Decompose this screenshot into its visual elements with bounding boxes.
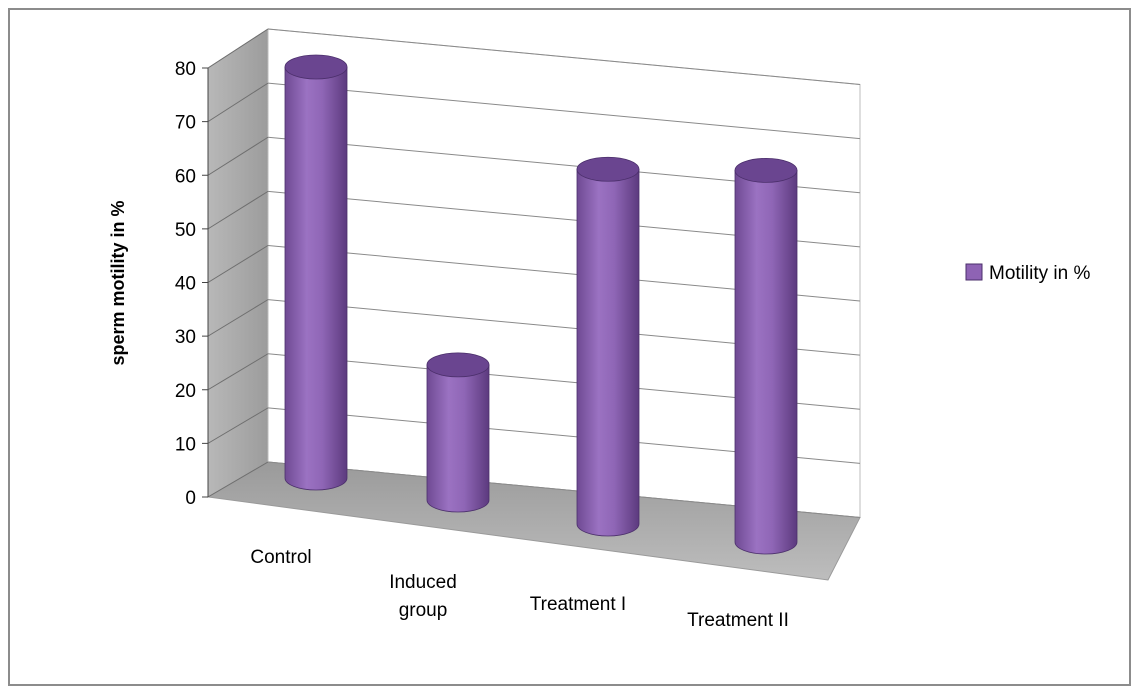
y-tick-label: 20 bbox=[175, 381, 196, 402]
y-tick-label: 50 bbox=[175, 220, 196, 241]
y-tick-label: 10 bbox=[175, 434, 196, 455]
bar-top bbox=[576, 156, 640, 182]
bar-body bbox=[284, 66, 348, 491]
gridline-side bbox=[207, 82, 269, 123]
bar-top bbox=[734, 157, 798, 183]
bar bbox=[426, 352, 490, 513]
legend-swatch bbox=[965, 263, 983, 281]
gridline-side bbox=[207, 407, 269, 444]
x-tick-label-line: Induced bbox=[389, 572, 457, 593]
x-tick-label-line: Control bbox=[250, 547, 311, 568]
x-axis-labels: Control Induced group Treatment I Treatment … bbox=[250, 547, 788, 631]
y-tick-label: 70 bbox=[175, 113, 196, 134]
bars bbox=[284, 54, 798, 555]
gridline bbox=[267, 28, 861, 85]
x-tick-label: Treatment II bbox=[687, 610, 789, 631]
x-tick-label-line: group bbox=[399, 600, 448, 621]
x-tick-label: Induced group bbox=[389, 572, 457, 621]
bar bbox=[576, 156, 640, 537]
y-tick-label: 60 bbox=[175, 166, 196, 187]
gridline-side bbox=[207, 245, 269, 283]
bar-body bbox=[734, 169, 798, 555]
bar bbox=[734, 157, 798, 555]
y-tick-label: 0 bbox=[185, 488, 196, 509]
x-tick-label-line: Treatment II bbox=[687, 610, 789, 631]
bar bbox=[284, 54, 348, 491]
bar-top bbox=[284, 54, 348, 80]
x-tick-label: Control bbox=[250, 547, 311, 568]
bar-body bbox=[426, 364, 490, 513]
x-tick-label: Treatment I bbox=[530, 594, 626, 615]
gridline-side bbox=[207, 28, 269, 69]
y-tick-label: 80 bbox=[175, 59, 196, 80]
bar-top bbox=[426, 352, 490, 378]
y-tick-label: 40 bbox=[175, 274, 196, 295]
bar-body bbox=[576, 168, 640, 537]
x-tick-label-line: Treatment I bbox=[530, 594, 626, 615]
side-wall bbox=[207, 28, 269, 498]
gridline bbox=[267, 82, 861, 140]
gridline-side bbox=[207, 461, 269, 498]
legend-label: Motility in % bbox=[989, 263, 1090, 284]
gridline-side bbox=[207, 190, 269, 230]
gridline-side bbox=[207, 299, 269, 337]
y-axis-title: sperm motility in % bbox=[108, 200, 128, 365]
y-axis-ticks: 0 10 20 30 40 50 60 70 80 bbox=[175, 59, 209, 509]
legend: Motility in % bbox=[965, 263, 1090, 284]
gridline-side bbox=[207, 136, 269, 176]
y-tick-label: 30 bbox=[175, 327, 196, 348]
gridline-side bbox=[207, 353, 269, 391]
